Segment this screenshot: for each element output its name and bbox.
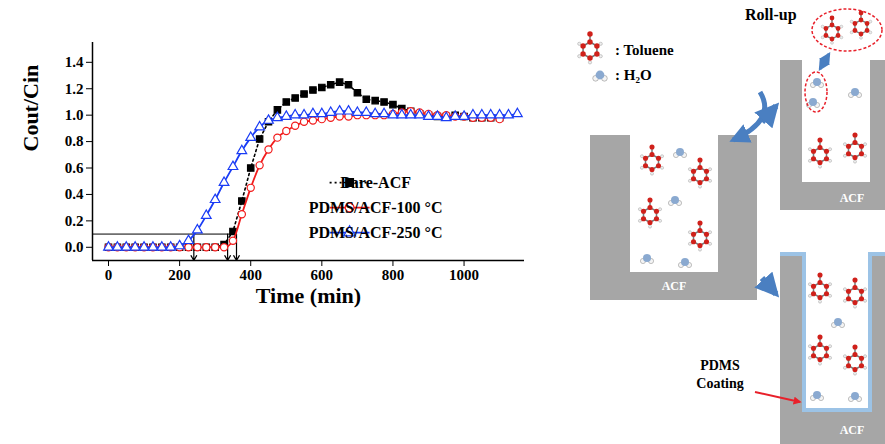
svg-text:0.8: 0.8 bbox=[65, 133, 84, 149]
svg-text:0.2: 0.2 bbox=[65, 213, 84, 229]
svg-text:ACF: ACF bbox=[840, 423, 865, 437]
svg-text:0: 0 bbox=[105, 267, 113, 283]
svg-text:Time (min): Time (min) bbox=[256, 283, 361, 308]
svg-text:200: 200 bbox=[168, 267, 191, 283]
svg-text:: H₂O: : H₂O bbox=[615, 67, 652, 83]
svg-text:1.4: 1.4 bbox=[65, 54, 84, 70]
svg-text:1.0: 1.0 bbox=[65, 107, 84, 123]
svg-text:ACF: ACF bbox=[840, 191, 865, 205]
svg-text:PDMS: PDMS bbox=[700, 358, 740, 373]
svg-text:PDMS/ACF-250 °C: PDMS/ACF-250 °C bbox=[309, 224, 443, 241]
svg-text:Roll-up: Roll-up bbox=[745, 6, 797, 24]
svg-text:Cout/Cin: Cout/Cin bbox=[18, 65, 43, 152]
svg-text:0.0: 0.0 bbox=[65, 239, 84, 255]
svg-text:600: 600 bbox=[311, 267, 334, 283]
svg-text:Coating: Coating bbox=[696, 376, 743, 391]
svg-text:1000: 1000 bbox=[449, 267, 479, 283]
svg-text:0.6: 0.6 bbox=[65, 160, 84, 176]
svg-text:Bare-ACF: Bare-ACF bbox=[340, 174, 411, 191]
svg-text:: Toluene: : Toluene bbox=[615, 42, 674, 58]
svg-text:400: 400 bbox=[239, 267, 262, 283]
svg-text:0.4: 0.4 bbox=[65, 186, 84, 202]
svg-text:800: 800 bbox=[382, 267, 405, 283]
svg-text:PDMS/ACF-100 °C: PDMS/ACF-100 °C bbox=[309, 199, 443, 216]
svg-text:1.2: 1.2 bbox=[65, 81, 84, 97]
svg-text:ACF: ACF bbox=[662, 279, 687, 293]
